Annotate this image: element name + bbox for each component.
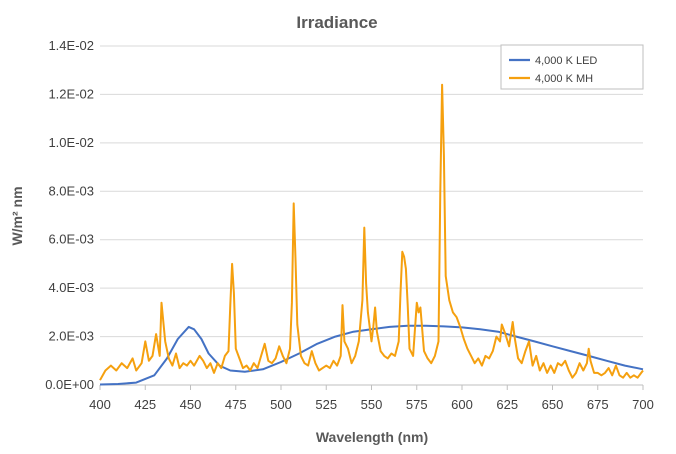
tick-labels: 0.0E+00 2.0E-03 4.0E-03 6.0E-03 8.0E-03 1.0E-…: [45, 38, 654, 412]
x-tick-label: 450: [180, 397, 202, 412]
x-tick-label: 650: [542, 397, 564, 412]
legend-box: [500, 44, 644, 90]
x-tick-label: 700: [632, 397, 654, 412]
y-tick-label: 2.0E-03: [48, 329, 94, 344]
x-tick-label: 625: [496, 397, 518, 412]
legend-label-led: 4,000 K LED: [535, 55, 597, 67]
axes: [99, 384, 644, 390]
series-lines: [99, 83, 644, 386]
legend-label-mh: 4,000 K MH: [535, 73, 593, 85]
series-line-led: [99, 324, 644, 386]
x-tick-label: 500: [270, 397, 292, 412]
y-tick-label: 1.0E-02: [48, 135, 94, 150]
y-tick-label: 8.0E-03: [48, 183, 94, 198]
x-tick-label: 575: [406, 397, 428, 412]
y-tick-label: 4.0E-03: [48, 280, 94, 295]
y-tick-label: 6.0E-03: [48, 232, 94, 247]
y-axis-title: W/m² nm: [9, 186, 25, 245]
x-tick-label: 600: [451, 397, 473, 412]
y-tick-label: 0.0E+00: [45, 377, 94, 392]
y-tick-label: 1.4E-02: [48, 38, 94, 53]
series-line-mh: [99, 83, 644, 381]
legend: 4,000 K LED 4,000 K MH: [500, 44, 644, 90]
x-tick-label: 425: [134, 397, 156, 412]
x-tick-label: 675: [587, 397, 609, 412]
chart-title: Irradiance: [296, 13, 377, 32]
x-axis-title: Wavelength (nm): [316, 429, 428, 445]
x-tick-label: 550: [361, 397, 383, 412]
x-tick-label: 400: [89, 397, 111, 412]
x-tick-label: 525: [315, 397, 337, 412]
x-tick-label: 475: [225, 397, 247, 412]
y-tick-label: 1.2E-02: [48, 86, 94, 101]
